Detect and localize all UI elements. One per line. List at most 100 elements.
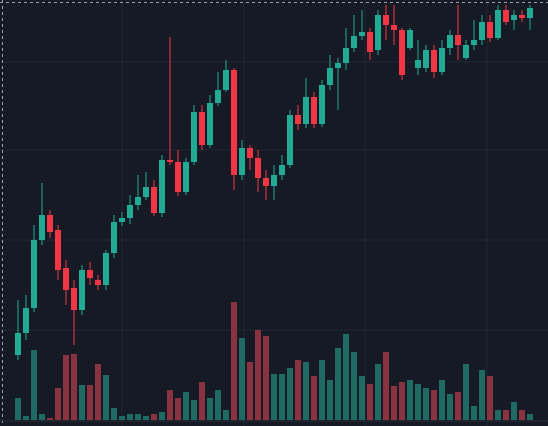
volume-bar (23, 416, 29, 420)
candle-body (287, 115, 293, 165)
candle-body (383, 15, 389, 25)
volume-bar (351, 352, 357, 420)
volume-bar (15, 398, 21, 420)
volume-bar (415, 384, 421, 420)
candle-body (367, 32, 373, 52)
candle-body (127, 205, 133, 218)
volume-bar (463, 364, 469, 420)
candle-body (335, 63, 341, 68)
volume-bar (383, 352, 389, 420)
candle-body (351, 36, 357, 48)
volume-bar (175, 398, 181, 420)
volume-bar (239, 338, 245, 420)
candle-body (159, 160, 165, 213)
volume-bar (335, 348, 341, 420)
candle-body (447, 35, 453, 48)
volume-bar (359, 376, 365, 420)
volume-bar (487, 376, 493, 420)
candle-body (31, 240, 37, 308)
volume-bar (127, 414, 133, 420)
candle-body (303, 97, 309, 124)
volume-bar (111, 408, 117, 420)
volume-bar (199, 382, 205, 420)
candle-body (79, 270, 85, 310)
volume-bar (159, 412, 165, 420)
candle-body (479, 22, 485, 40)
volume-bar (367, 384, 373, 420)
candle-body (503, 10, 509, 22)
candle-body (111, 222, 117, 253)
candle-body (231, 70, 237, 175)
candle-body (463, 45, 469, 58)
candle-body (487, 22, 493, 38)
candle-body (295, 115, 301, 124)
candle-body (471, 40, 477, 45)
volume-bar (503, 410, 509, 420)
volume-bar (167, 390, 173, 420)
volume-bar (143, 416, 149, 420)
candle-body (495, 10, 501, 38)
volume-bar (87, 385, 93, 420)
candle-body (183, 162, 189, 192)
volume-bar (311, 376, 317, 420)
volume-bar (191, 400, 197, 420)
volume-bar (455, 392, 461, 420)
volume-bar (151, 414, 157, 420)
volume-bar (215, 390, 221, 420)
volume-bar (295, 360, 301, 420)
candle-body (439, 48, 445, 72)
candle-body (15, 333, 21, 355)
volume-bar (247, 362, 253, 420)
candle-body (527, 8, 533, 18)
candle-body (319, 85, 325, 124)
volume-bar (343, 334, 349, 420)
volume-bar (303, 362, 309, 420)
volume-bar (287, 368, 293, 420)
volume-bar (31, 350, 37, 420)
volume-bar (183, 392, 189, 420)
volume-bar (71, 354, 77, 420)
candle-body (359, 32, 365, 36)
volume-bar (135, 414, 141, 420)
candle-body (423, 50, 429, 68)
candle-body (519, 15, 525, 18)
volume-bar (263, 336, 269, 420)
volume-bar (319, 360, 325, 420)
candle-body (47, 215, 53, 232)
volume-bar (423, 388, 429, 420)
volume-bar (255, 330, 261, 420)
volume-bar (39, 414, 45, 420)
candle-body (39, 215, 45, 240)
volume-bar (63, 355, 69, 420)
candle-body (343, 48, 349, 63)
volume-bar (439, 380, 445, 420)
candle-body (239, 148, 245, 175)
candle-body (63, 268, 69, 290)
candle-body (55, 230, 61, 270)
volume-bar (231, 302, 237, 420)
candle-body (103, 253, 109, 285)
candle-body (87, 270, 93, 278)
candle-body (215, 90, 221, 103)
candle-body (207, 103, 213, 145)
volume-bar (223, 410, 229, 420)
candle-body (95, 280, 101, 285)
volume-bar (47, 418, 53, 420)
volume-bar (399, 382, 405, 420)
volume-bar (407, 380, 413, 420)
candle-body (511, 15, 517, 20)
candle-body (431, 50, 437, 72)
volume-bar (495, 410, 501, 420)
volume-bar (271, 374, 277, 420)
candle-body (151, 187, 157, 213)
candle-body (191, 112, 197, 162)
volume-bar (431, 390, 437, 420)
candle-body (199, 112, 205, 145)
volume-bar (447, 394, 453, 420)
volume-bar (519, 410, 525, 420)
volume-bar (511, 402, 517, 420)
candle-body (23, 308, 29, 333)
volume-bar (527, 414, 533, 420)
candle-body (327, 68, 333, 85)
